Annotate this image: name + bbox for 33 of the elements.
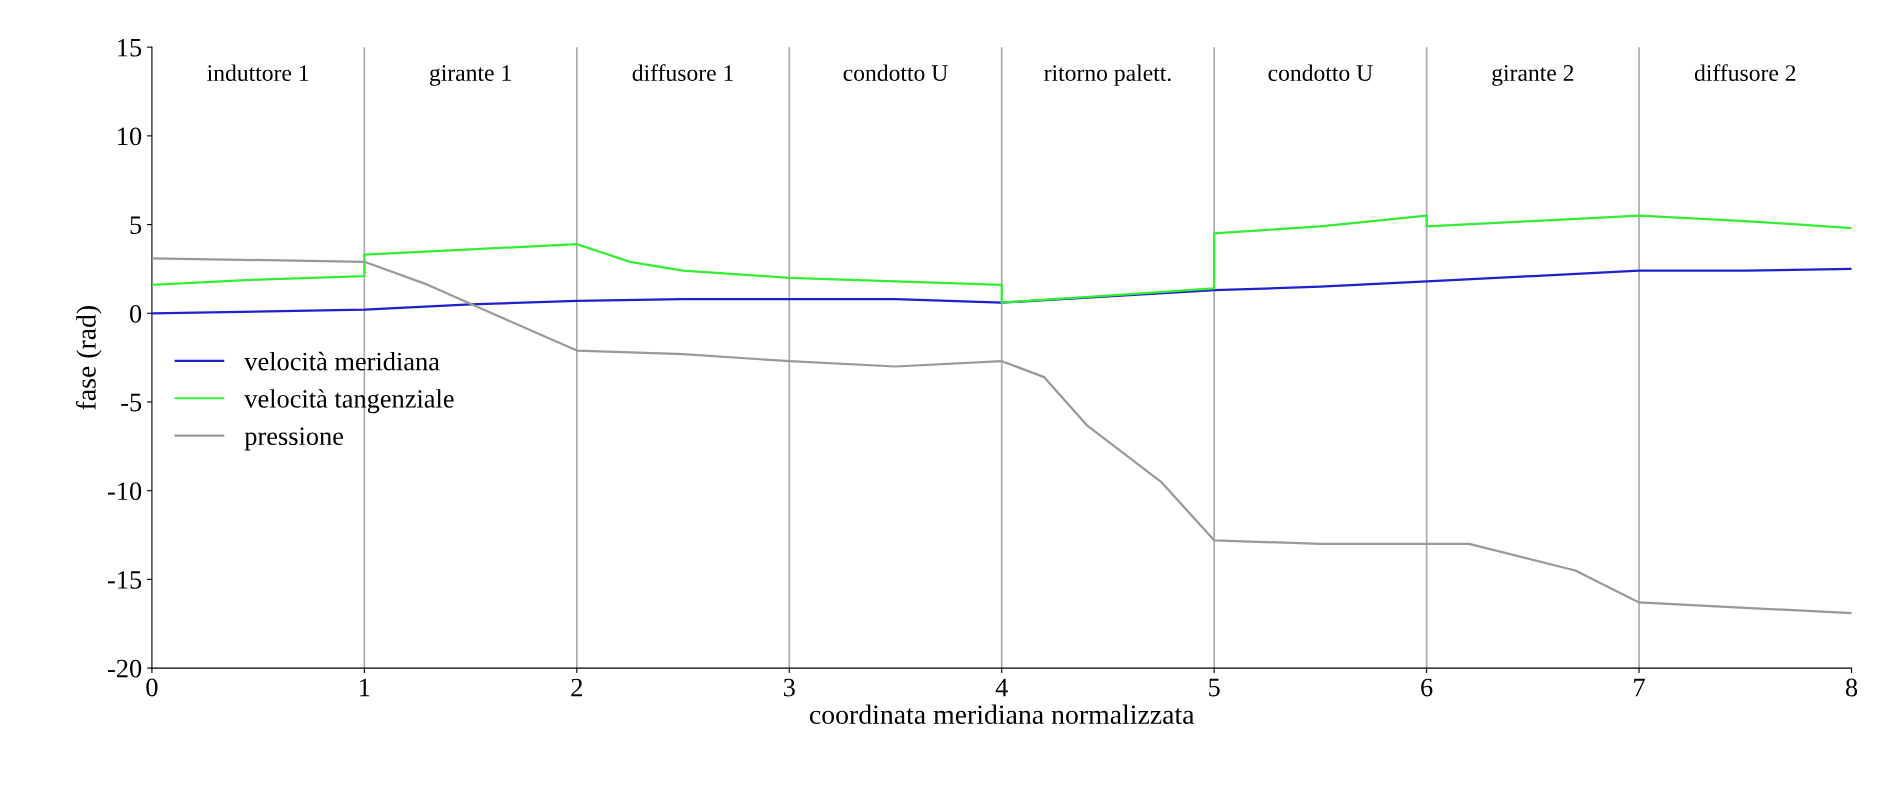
y-tick-label: -15 xyxy=(108,571,142,589)
annotation: girante 1 xyxy=(429,65,511,86)
y-tick-label: 0 xyxy=(130,304,142,323)
y-tick-label: -20 xyxy=(108,659,142,678)
x-tick-label: 1 xyxy=(360,678,370,697)
x-tick-label: 2 xyxy=(571,678,582,697)
annotation: ritorno palett. xyxy=(1044,64,1171,86)
legend-label: velocità tangenziale xyxy=(244,389,454,414)
annotation: condotto U xyxy=(843,64,948,82)
y-tick-label: 10 xyxy=(118,127,142,146)
x-tick-label: 3 xyxy=(783,678,795,697)
y-tick-label: -5 xyxy=(121,393,142,412)
line-series xyxy=(151,257,1852,615)
x-tick-label: 7 xyxy=(1634,678,1645,697)
x-axis-title: coordinata meridiana normalizzata xyxy=(809,704,1195,725)
y-tick-label: 15 xyxy=(118,38,142,57)
y-tick-label: 5 xyxy=(130,216,142,234)
x-tick-label: 6 xyxy=(1421,678,1433,697)
line-series xyxy=(151,214,1852,304)
x-tick-label: 0 xyxy=(146,678,158,697)
annotation: diffusore 1 xyxy=(632,64,733,82)
annotation: diffusore 2 xyxy=(1694,64,1796,82)
y-axis-title: fase (rad) xyxy=(75,306,102,410)
legend-label: pressione xyxy=(244,427,344,451)
y-tick-label: -10 xyxy=(108,482,142,501)
x-tick-label: 8 xyxy=(1845,678,1858,697)
line-series xyxy=(151,267,1852,315)
legend-label: velocità meridiana xyxy=(244,351,440,371)
annotation: condotto U xyxy=(1268,64,1373,82)
x-tick-label: 5 xyxy=(1209,678,1220,697)
x-tick-label: 4 xyxy=(995,678,1008,697)
annotation: girante 2 xyxy=(1492,65,1574,86)
annotation: induttore 1 xyxy=(207,64,309,82)
